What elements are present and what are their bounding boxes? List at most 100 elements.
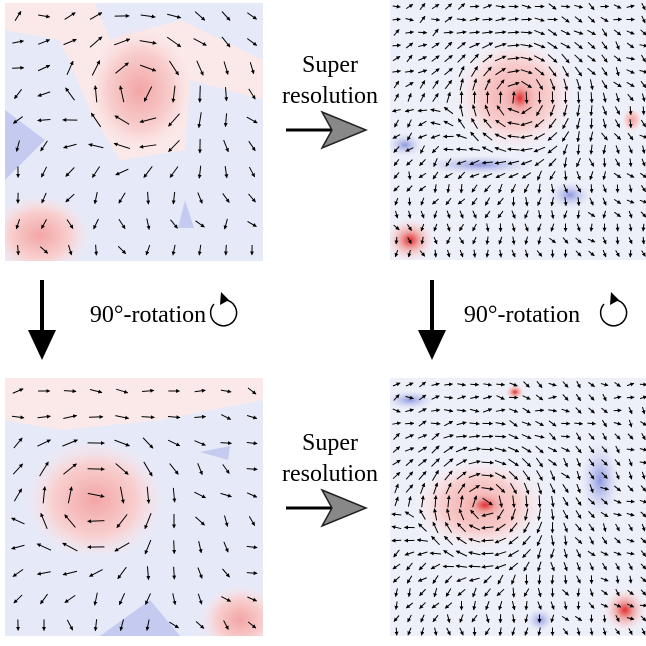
velocity-arrow <box>459 249 464 258</box>
velocity-arrow <box>471 197 478 206</box>
velocity-arrow <box>419 250 426 257</box>
velocity-arrow <box>613 395 622 400</box>
velocity-arrow <box>627 433 634 440</box>
velocity-arrow <box>524 495 529 508</box>
velocity-arrow <box>431 602 440 609</box>
velocity-arrow <box>614 485 621 492</box>
velocity-arrow <box>246 38 258 46</box>
velocity-arrow <box>392 43 401 48</box>
velocity-arrow <box>482 17 493 22</box>
velocity-arrow <box>520 121 533 127</box>
velocity-arrow <box>93 619 98 632</box>
velocity-arrow <box>246 116 258 124</box>
velocity-arrow <box>495 17 506 22</box>
velocity-arrow <box>641 471 646 480</box>
velocity-arrow <box>116 514 128 528</box>
velocity-arrow <box>602 432 607 441</box>
velocity-arrow <box>548 118 557 129</box>
velocity-arrow <box>589 79 594 91</box>
velocity-arrow <box>195 220 205 228</box>
velocity-arrow <box>221 11 231 21</box>
velocity-arrow <box>87 467 105 472</box>
velocity-arrow <box>406 159 413 166</box>
velocity-arrow <box>172 566 177 580</box>
label: 90°-rotation <box>90 302 206 328</box>
velocity-arrow <box>13 437 23 449</box>
velocity-arrow <box>39 461 49 477</box>
velocity-arrow <box>588 510 595 519</box>
velocity-arrow <box>457 3 466 10</box>
velocity-arrow <box>404 511 415 518</box>
velocity-arrow <box>456 434 468 439</box>
velocity-arrow <box>470 66 479 77</box>
velocity-arrow <box>482 408 493 413</box>
velocity-arrow <box>485 236 490 245</box>
velocity-arrow <box>457 198 466 205</box>
super-resolved-field <box>390 0 646 260</box>
velocity-arrow <box>248 166 256 178</box>
velocity-arrow <box>588 394 595 401</box>
velocity-arrow <box>537 627 542 636</box>
velocity-arrow <box>418 120 427 127</box>
velocity-arrow <box>575 445 582 454</box>
velocity-arrow <box>419 80 426 89</box>
velocity-arrow <box>576 131 581 143</box>
velocity-arrow <box>393 549 400 558</box>
velocity-arrow <box>485 614 490 624</box>
velocity-arrow <box>494 42 507 48</box>
velocity-arrow <box>429 551 442 556</box>
velocity-arrow <box>470 53 479 64</box>
velocity-arrow <box>444 79 453 90</box>
velocity-arrow <box>614 211 621 218</box>
velocity-arrow <box>481 551 494 556</box>
velocity-arrow <box>575 497 582 506</box>
velocity-arrow <box>64 514 76 528</box>
velocity-arrow <box>394 197 399 206</box>
velocity-arrow <box>626 616 635 621</box>
velocity-arrow <box>113 38 131 46</box>
velocity-arrow <box>547 54 558 63</box>
velocity-arrow <box>433 236 438 245</box>
velocity-arrow <box>66 60 74 76</box>
velocity-arrow <box>640 537 646 544</box>
velocity-arrow <box>495 119 506 128</box>
velocity-arrow <box>444 395 454 400</box>
velocity-arrow <box>507 107 520 114</box>
velocity-arrow <box>576 144 581 155</box>
velocity-arrow <box>495 408 506 413</box>
velocity-arrow <box>589 197 594 206</box>
velocity-arrow <box>520 56 533 61</box>
velocity-arrow <box>143 166 153 178</box>
velocity-arrow <box>550 574 555 585</box>
velocity-arrow <box>613 29 622 36</box>
velocity-arrow <box>497 210 504 219</box>
velocity-arrow <box>641 236 646 245</box>
velocity-arrow <box>639 43 646 48</box>
velocity-arrow <box>433 210 438 219</box>
velocity-arrow <box>118 192 126 204</box>
velocity-arrow <box>223 244 228 256</box>
velocity-arrow <box>485 223 490 232</box>
velocity-arrow <box>472 495 478 508</box>
velocity-arrow <box>576 91 581 104</box>
velocity-arrow <box>393 615 400 622</box>
velocity-arrow <box>507 30 520 35</box>
velocity-arrow <box>221 36 231 48</box>
velocity-arrow <box>141 415 155 420</box>
velocity-arrow <box>520 69 533 75</box>
velocity-arrow <box>223 139 229 153</box>
velocity-arrow <box>628 458 633 467</box>
velocity-arrow <box>166 36 182 48</box>
velocity-arrow <box>511 601 516 611</box>
velocity-arrow <box>626 538 635 543</box>
velocity-arrow <box>509 522 518 533</box>
velocity-arrow <box>469 484 480 493</box>
velocity-arrow <box>431 395 440 400</box>
velocity-arrow <box>576 627 581 636</box>
velocity-arrow <box>511 627 516 636</box>
velocity-arrow <box>93 218 99 230</box>
velocity-arrow <box>62 439 78 447</box>
velocity-arrow <box>246 441 258 446</box>
velocity-arrow <box>639 69 646 74</box>
velocity-arrow <box>418 185 427 192</box>
